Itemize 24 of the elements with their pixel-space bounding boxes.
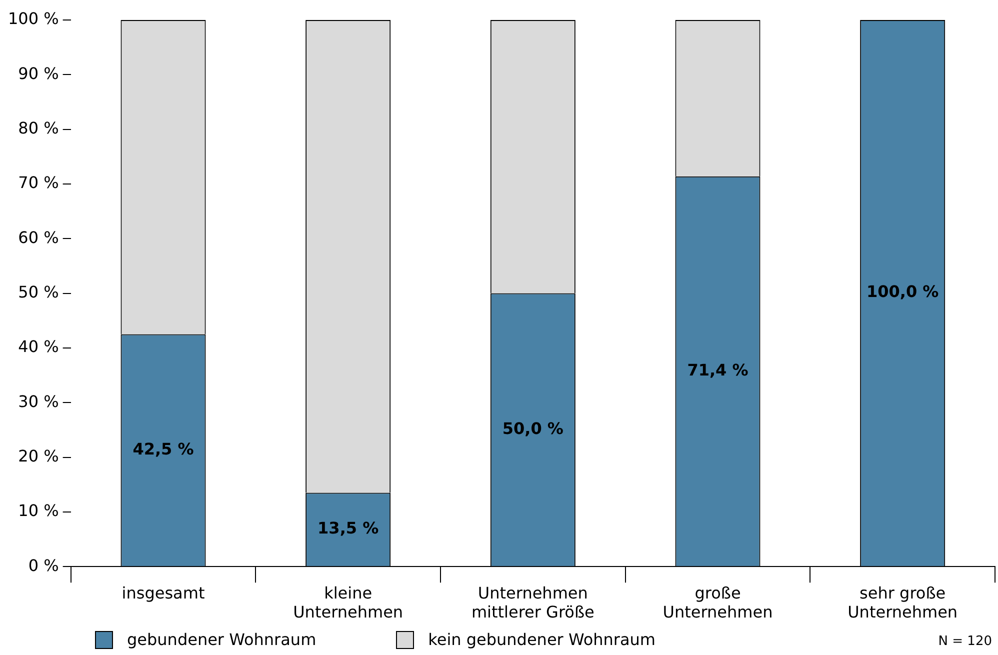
y-tick-label: 80 %	[18, 118, 59, 138]
y-tick-label: 10 %	[18, 501, 59, 520]
y-tick-label: 70 %	[18, 173, 59, 192]
y-tick-label: 90 %	[18, 64, 59, 83]
y-tick-label: 20 %	[18, 446, 59, 466]
x-tick-label: kleine Unternehmen	[293, 583, 404, 622]
x-tick-label: insgesamt	[122, 583, 205, 602]
data-label: 13,5 %	[318, 518, 379, 538]
data-label: 71,4 %	[687, 360, 748, 380]
legend-label: kein gebundener Wohnraum	[428, 630, 656, 649]
text: N = 120	[938, 634, 992, 649]
y-tick-label: 0 %	[28, 556, 59, 575]
data-label: 50,0 %	[502, 418, 564, 438]
y-tick-label: 50 %	[18, 282, 59, 302]
x-tick-label: sehr große Unternehmen	[848, 583, 958, 622]
x-tick-label: große Unternehmen	[662, 583, 773, 622]
x-tick-label: Unternehmen mittlerer Größe	[471, 583, 594, 622]
y-tick-label: 30 %	[18, 392, 59, 411]
y-tick-label: 40 %	[18, 337, 59, 356]
data-label: 100,0 %	[866, 282, 939, 302]
y-tick-label: 60 %	[18, 228, 59, 247]
data-label: 42,5 %	[132, 439, 194, 458]
legend-label: gebundener Wohnraum	[127, 630, 316, 649]
y-tick-label: 100 %	[8, 9, 59, 28]
